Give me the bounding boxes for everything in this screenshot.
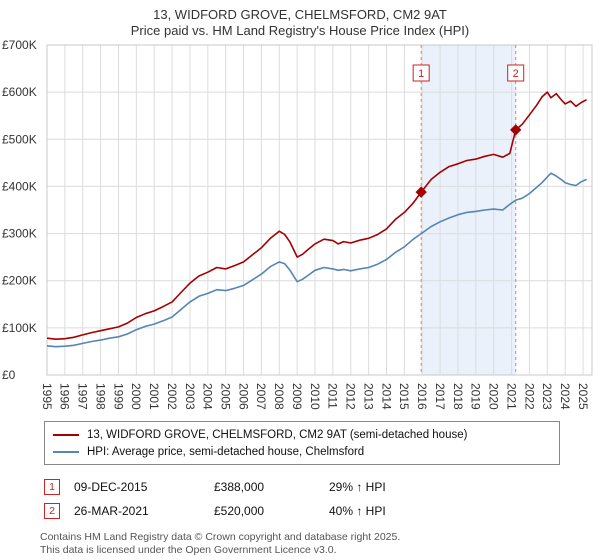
series-line-1 xyxy=(46,172,587,348)
transaction-number-badge: 2 xyxy=(44,503,60,519)
x-axis-label: 2022 xyxy=(522,383,536,410)
x-axis-label: 2013 xyxy=(361,383,375,410)
x-axis-label: 1998 xyxy=(93,383,107,410)
x-axis-label: 2016 xyxy=(415,383,429,410)
transaction-list: 1 09-DEC-2015 £388,000 29% ↑ HPI 2 26-MA… xyxy=(44,475,560,523)
y-axis-label: £700K xyxy=(2,39,37,52)
y-axis-label: £300K xyxy=(2,227,37,241)
x-axis-label: 2008 xyxy=(272,383,286,410)
transaction-row: 1 09-DEC-2015 £388,000 29% ↑ HPI xyxy=(44,475,560,499)
transaction-price: £520,000 xyxy=(214,504,265,518)
x-axis-label: 2018 xyxy=(451,383,465,410)
x-axis-label: 1999 xyxy=(111,383,125,410)
legend-label: 13, WIDFORD GROVE, CHELMSFORD, CM2 9AT (… xyxy=(87,428,468,441)
footer-line-2: This data is licensed under the Open Gov… xyxy=(40,543,337,556)
x-axis-label: 2006 xyxy=(236,383,250,410)
x-axis-label: 2001 xyxy=(147,383,161,410)
transaction-date: 26-MAR-2021 xyxy=(74,504,149,518)
sale-number-label: 2 xyxy=(513,68,519,80)
license-footer: Contains HM Land Registry data © Crown c… xyxy=(40,531,560,556)
sale-number-box xyxy=(507,64,525,82)
x-axis-label: 2002 xyxy=(165,383,179,410)
x-axis-label: 2014 xyxy=(379,383,393,410)
page-title: 13, WIDFORD GROVE, CHELMSFORD, CM2 9AT xyxy=(153,7,447,22)
price-history-chart: 1 2 £0 £100K £200K £300K £400K £500K £600K £700K 1… xyxy=(2,39,593,410)
transaction-date: 09-DEC-2015 xyxy=(74,480,148,494)
x-axis-label: 1997 xyxy=(76,383,90,410)
x-axis-label: 2012 xyxy=(344,383,358,410)
x-axis-label: 2015 xyxy=(397,383,411,410)
x-axis-label: 2017 xyxy=(433,383,447,410)
x-axis-label: 2024 xyxy=(558,383,572,410)
x-axis-label: 1996 xyxy=(58,383,72,410)
x-axis-label: 2007 xyxy=(254,383,268,410)
transaction-price: £388,000 xyxy=(214,480,265,494)
x-axis-label: 2004 xyxy=(201,383,215,410)
x-axis-label: 2009 xyxy=(290,383,304,410)
transaction-row: 2 26-MAR-2021 £520,000 40% ↑ HPI xyxy=(44,499,560,523)
y-axis-label: £600K xyxy=(2,85,37,99)
x-axis-label: 1995 xyxy=(40,383,54,410)
sale-number-box xyxy=(412,64,430,82)
plot-frame xyxy=(46,44,593,376)
legend-label: HPI: Average price, semi-detached house,… xyxy=(87,445,365,458)
y-axis-label: £400K xyxy=(2,179,37,193)
y-axis-label: £500K xyxy=(2,132,37,146)
x-axis-label: 2000 xyxy=(129,383,143,410)
legend-item-property: 13, WIDFORD GROVE, CHELMSFORD, CM2 9AT (… xyxy=(53,426,551,443)
page-subtitle: Price paid vs. HM Land Registry's House … xyxy=(130,23,470,38)
chart-legend: 13, WIDFORD GROVE, CHELMSFORD, CM2 9AT (… xyxy=(44,421,560,465)
sale-number-label: 1 xyxy=(418,68,424,80)
y-axis-label: £200K xyxy=(2,274,37,288)
x-axis-label: 2005 xyxy=(218,383,232,410)
x-axis-label: 2010 xyxy=(308,383,322,410)
y-axis-label: £0 xyxy=(2,368,16,382)
transaction-hpi-change: 40% ↑ HPI xyxy=(329,504,386,518)
property-line-swatch xyxy=(53,433,79,436)
x-axis-label: 2019 xyxy=(469,383,483,410)
footer-line-1: Contains HM Land Registry data © Crown c… xyxy=(40,531,401,543)
chart-header: 13, WIDFORD GROVE, CHELMSFORD, CM2 9AT P… xyxy=(0,0,600,39)
legend-item-hpi: HPI: Average price, semi-detached house,… xyxy=(53,443,551,460)
hpi-line-swatch xyxy=(53,450,79,453)
transaction-number-badge: 1 xyxy=(44,479,60,495)
x-axis-label: 2021 xyxy=(504,383,518,410)
x-axis-label: 2025 xyxy=(576,383,590,410)
x-axis-label: 2020 xyxy=(487,383,501,410)
x-axis-label: 2003 xyxy=(183,383,197,410)
x-axis-label: 2011 xyxy=(326,383,340,409)
sale-point-marker xyxy=(415,186,427,198)
series-line-0 xyxy=(46,91,587,341)
transaction-hpi-change: 29% ↑ HPI xyxy=(329,480,386,494)
x-axis-label: 2023 xyxy=(540,383,554,410)
y-axis-label: £100K xyxy=(2,321,37,335)
